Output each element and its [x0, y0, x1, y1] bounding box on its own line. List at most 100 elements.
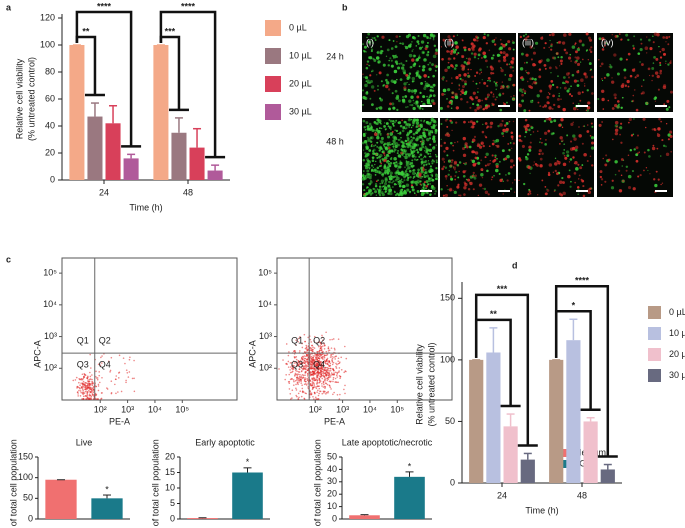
event-dot	[94, 398, 97, 400]
cell	[442, 165, 445, 168]
cell	[389, 143, 392, 146]
event-dot	[331, 360, 334, 362]
y-tick-label: 10³	[259, 331, 272, 341]
cell	[445, 80, 448, 82]
event-dot	[309, 353, 312, 356]
cell	[414, 172, 417, 175]
cell	[467, 47, 471, 51]
event-dot	[297, 359, 300, 362]
cell	[557, 75, 559, 78]
event-dot	[336, 381, 338, 384]
cell	[536, 94, 540, 98]
cell	[502, 102, 505, 104]
cell	[395, 183, 398, 186]
cell	[451, 129, 453, 132]
event-dot	[309, 349, 312, 351]
cell	[407, 176, 410, 179]
cell	[383, 186, 388, 190]
event-dot	[79, 395, 82, 397]
cell	[531, 99, 534, 101]
cell	[631, 99, 635, 103]
cell	[374, 39, 377, 41]
cell	[403, 86, 407, 90]
y-tick-label: 10⁴	[43, 299, 57, 309]
cell	[578, 126, 580, 128]
cell	[474, 174, 477, 178]
cell	[495, 138, 500, 143]
cell	[389, 174, 392, 176]
cell	[560, 56, 563, 59]
cell	[463, 120, 466, 124]
cell	[604, 180, 607, 183]
event-dot	[312, 358, 315, 360]
cell	[562, 81, 565, 85]
cell	[625, 165, 629, 169]
event-dot	[109, 371, 111, 373]
y-tick-label: 10⁵	[258, 268, 272, 278]
cell	[465, 170, 467, 172]
cell	[393, 183, 397, 186]
event-dot	[317, 357, 320, 359]
event-dot	[336, 371, 339, 374]
cell	[643, 151, 646, 154]
event-dot	[285, 362, 288, 365]
cell	[659, 50, 662, 53]
cell	[454, 92, 458, 96]
cell	[611, 179, 614, 182]
cell	[392, 57, 395, 59]
cell	[488, 49, 491, 52]
event-dot	[317, 371, 320, 374]
cell	[577, 46, 580, 49]
cell	[451, 91, 454, 95]
cell	[388, 152, 390, 155]
event-dot	[325, 369, 327, 372]
cell	[376, 145, 379, 148]
event-dot	[287, 360, 290, 363]
cell	[400, 140, 404, 144]
cell	[510, 159, 514, 163]
cell	[617, 103, 620, 106]
cell	[400, 148, 403, 151]
event-dot	[332, 378, 335, 381]
cell	[416, 151, 420, 154]
cell	[443, 150, 446, 153]
cell	[512, 70, 515, 72]
y-tick-label: 10⁴	[258, 299, 272, 309]
cell	[530, 58, 534, 61]
cell	[461, 78, 464, 82]
cell	[553, 119, 557, 123]
event-dot	[288, 388, 291, 390]
cell	[380, 179, 385, 183]
event-dot	[292, 379, 295, 381]
event-dot	[310, 341, 312, 343]
cell	[635, 146, 639, 150]
event-dot	[133, 377, 135, 380]
event-dot	[306, 373, 309, 375]
cell	[409, 129, 413, 134]
significance-bracket	[75, 10, 142, 148]
cell	[597, 97, 600, 101]
cell	[548, 163, 553, 167]
event-dot	[321, 336, 324, 339]
event-dot	[305, 366, 308, 368]
event-dot	[312, 376, 315, 379]
cell	[570, 94, 573, 97]
cell	[423, 175, 427, 179]
cell	[381, 169, 383, 171]
cell	[589, 155, 592, 157]
cell	[368, 81, 371, 84]
facet-title: Live	[76, 437, 93, 447]
cell	[473, 52, 477, 56]
cell	[396, 108, 399, 111]
event-dot	[339, 361, 341, 363]
cell	[461, 91, 465, 95]
cell	[431, 162, 434, 165]
cell	[479, 68, 482, 72]
cell	[658, 45, 660, 48]
cell	[366, 159, 370, 163]
cell	[511, 182, 514, 184]
cell	[470, 126, 472, 128]
event-dot	[306, 375, 309, 377]
cell	[490, 56, 494, 60]
cell	[588, 36, 591, 40]
